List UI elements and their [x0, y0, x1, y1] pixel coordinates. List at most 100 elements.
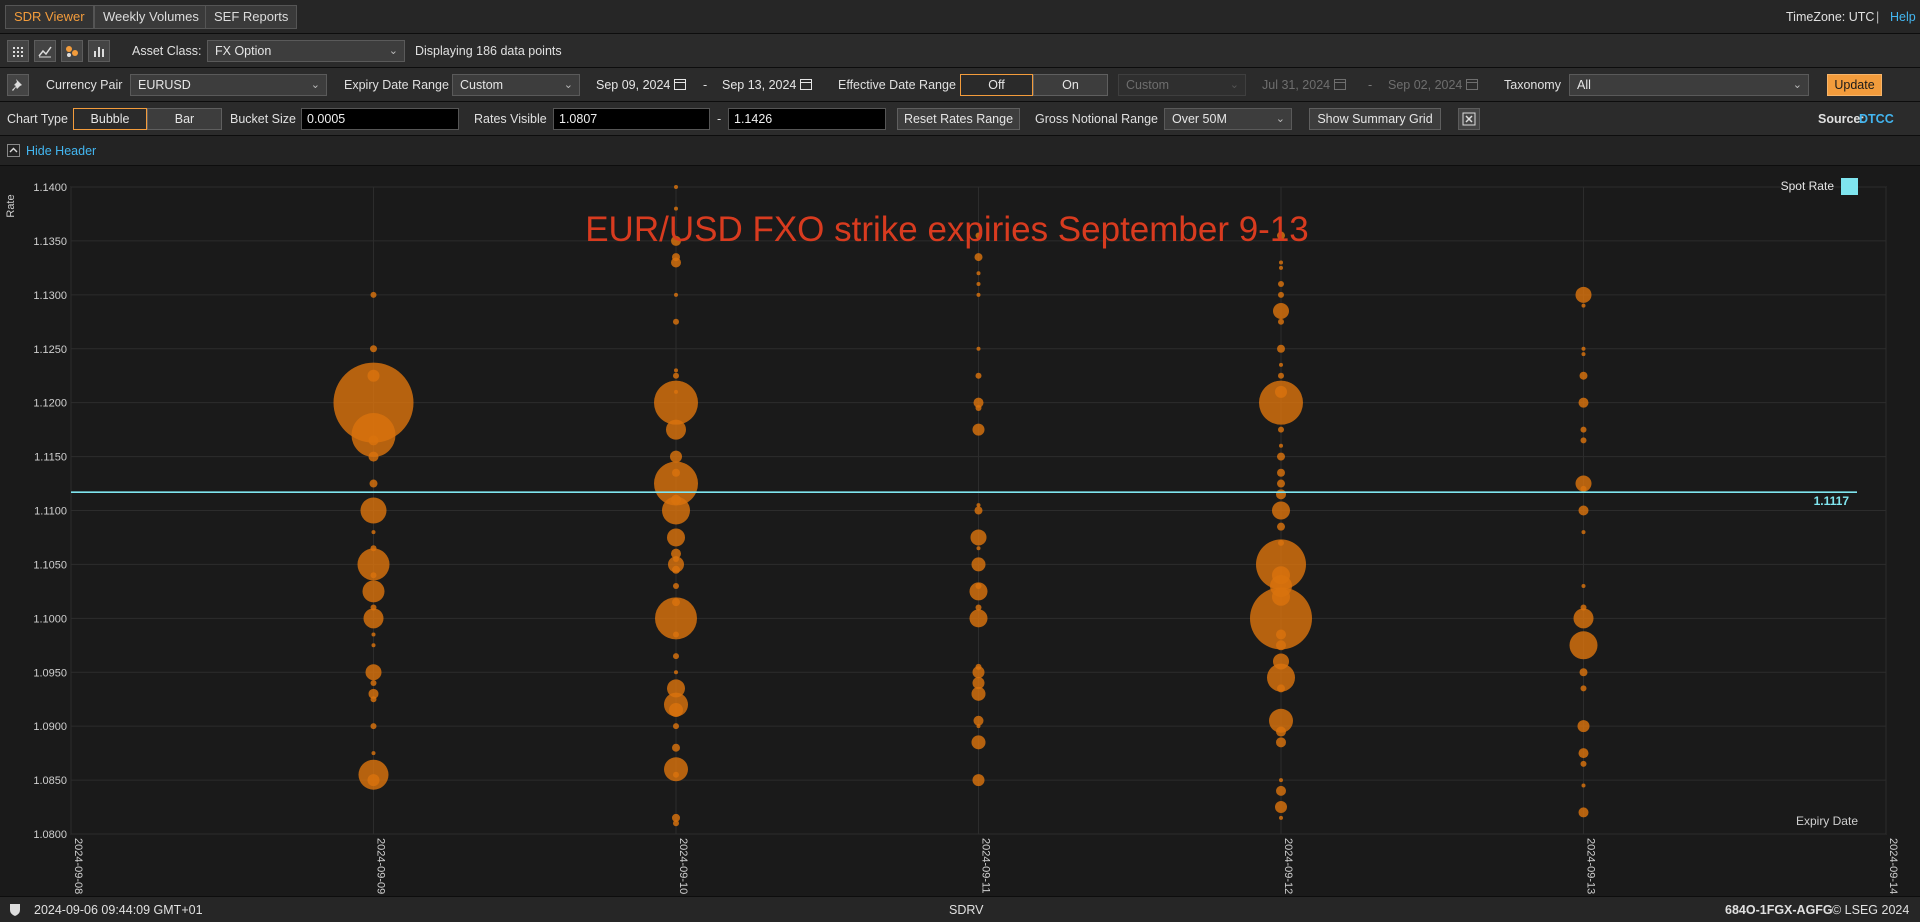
bubble-point[interactable]: [1277, 344, 1285, 353]
bubble-point[interactable]: [1277, 684, 1285, 693]
bubble-point[interactable]: [670, 450, 682, 463]
bar-chart-icon[interactable]: [88, 40, 110, 62]
bubble-point[interactable]: [362, 580, 385, 603]
bubble-point[interactable]: [1267, 663, 1295, 692]
bubble-point[interactable]: [1276, 640, 1286, 651]
bubble-point[interactable]: [975, 604, 982, 611]
bubble-point[interactable]: [674, 185, 678, 189]
bubble-point[interactable]: [976, 292, 981, 297]
bubble-point[interactable]: [976, 546, 981, 551]
asset-class-select[interactable]: FX Option ⌄: [207, 40, 405, 62]
pin-icon[interactable]: [7, 74, 29, 96]
bubble-point[interactable]: [1581, 346, 1586, 351]
bubble-point[interactable]: [1580, 760, 1587, 767]
bubble-point[interactable]: [371, 530, 376, 535]
bubble-point[interactable]: [1573, 608, 1594, 629]
bubble-point[interactable]: [976, 282, 981, 287]
bubble-point[interactable]: [976, 724, 981, 729]
bubble-point[interactable]: [371, 643, 376, 648]
calendar-icon[interactable]: [1334, 79, 1347, 90]
bubble-point[interactable]: [1579, 668, 1588, 677]
bubble-point[interactable]: [973, 397, 984, 408]
bubble-point[interactable]: [1569, 631, 1598, 660]
expiry-to-date[interactable]: Sep 13, 2024: [722, 75, 813, 95]
bubble-point[interactable]: [1581, 530, 1586, 535]
bubble-point[interactable]: [1579, 371, 1588, 380]
bar-chart-button[interactable]: Bar: [147, 108, 222, 130]
bubble-point[interactable]: [672, 743, 680, 752]
bubble-point[interactable]: [673, 723, 679, 730]
calendar-icon[interactable]: [674, 79, 687, 90]
bubble-point[interactable]: [1277, 452, 1285, 461]
expiry-range-select[interactable]: Custom ⌄: [452, 74, 580, 96]
bubble-point[interactable]: [671, 257, 681, 268]
bubble-point[interactable]: [674, 670, 678, 675]
effective-to-date[interactable]: Sep 02, 2024: [1388, 75, 1479, 95]
bubble-point[interactable]: [662, 496, 690, 525]
bubble-point[interactable]: [1276, 489, 1286, 500]
hide-header-link[interactable]: Hide Header: [26, 144, 97, 158]
bubble-point[interactable]: [1256, 539, 1306, 590]
bubble-point[interactable]: [1577, 720, 1590, 733]
update-button[interactable]: Update: [1827, 74, 1882, 96]
bubble-point[interactable]: [1279, 778, 1283, 783]
bubble-point[interactable]: [672, 565, 680, 574]
bubble-point[interactable]: [351, 413, 396, 458]
bubble-point[interactable]: [1279, 815, 1283, 820]
bubble-point[interactable]: [976, 346, 981, 351]
bubble-point[interactable]: [367, 774, 380, 787]
bubble-point[interactable]: [972, 666, 985, 679]
bubble-point[interactable]: [1578, 748, 1589, 759]
bubble-point[interactable]: [1581, 583, 1586, 588]
grid-view-icon[interactable]: [7, 40, 29, 62]
bubble-point[interactable]: [370, 572, 377, 579]
tab-sef-reports[interactable]: SEF Reports: [205, 5, 298, 29]
source-link[interactable]: DTCC: [1859, 112, 1894, 126]
excel-export-icon[interactable]: [1458, 108, 1480, 130]
bubble-point[interactable]: [1279, 362, 1283, 367]
effective-from-date[interactable]: Jul 31, 2024: [1262, 75, 1347, 95]
bubble-point[interactable]: [1276, 785, 1286, 796]
bubble-point[interactable]: [368, 435, 379, 446]
bubble-point[interactable]: [972, 677, 985, 690]
bubble-point[interactable]: [674, 292, 678, 297]
bubble-point[interactable]: [357, 548, 390, 581]
bubble-point[interactable]: [1580, 485, 1587, 492]
bubble-point[interactable]: [1581, 303, 1586, 308]
bubble-point[interactable]: [969, 609, 988, 628]
bubble-point[interactable]: [971, 557, 986, 572]
bubble-point[interactable]: [666, 419, 686, 440]
tab-weekly-volumes[interactable]: Weekly Volumes: [94, 5, 208, 29]
bubble-point[interactable]: [667, 679, 685, 698]
bubble-point[interactable]: [1269, 708, 1293, 733]
taxonomy-select[interactable]: All ⌄: [1569, 74, 1809, 96]
bubble-point[interactable]: [1275, 801, 1287, 814]
bubble-point[interactable]: [969, 582, 988, 601]
calendar-icon[interactable]: [800, 79, 813, 90]
bubble-point[interactable]: [1277, 231, 1285, 240]
effective-off-button[interactable]: Off: [960, 74, 1033, 96]
bubble-point[interactable]: [1277, 468, 1285, 477]
bubble-point[interactable]: [1250, 587, 1312, 650]
rate-min-input[interactable]: 1.0807: [553, 108, 710, 130]
bubble-point[interactable]: [1277, 479, 1285, 488]
bubble-point[interactable]: [673, 631, 679, 638]
bubble-point[interactable]: [1581, 352, 1586, 357]
bubble-point[interactable]: [370, 345, 377, 353]
bubble-point[interactable]: [370, 680, 377, 687]
bubble-point[interactable]: [673, 653, 679, 660]
bubble-point[interactable]: [1575, 475, 1592, 492]
bubble-point[interactable]: [971, 686, 986, 701]
bubble-point[interactable]: [1580, 437, 1587, 444]
bubble-point[interactable]: [360, 497, 387, 524]
summary-grid-button[interactable]: Show Summary Grid: [1309, 108, 1441, 130]
gross-notional-select[interactable]: Over 50M ⌄: [1164, 108, 1292, 130]
bubble-point[interactable]: [370, 723, 377, 730]
bubble-point[interactable]: [668, 556, 684, 573]
bubble-chart-icon[interactable]: [61, 40, 83, 62]
bubble-point[interactable]: [673, 372, 679, 379]
tab-sdr-viewer[interactable]: SDR Viewer: [5, 5, 94, 29]
bubble-point[interactable]: [674, 368, 678, 373]
bubble-point[interactable]: [1578, 505, 1589, 516]
bubble-point[interactable]: [1575, 286, 1592, 303]
